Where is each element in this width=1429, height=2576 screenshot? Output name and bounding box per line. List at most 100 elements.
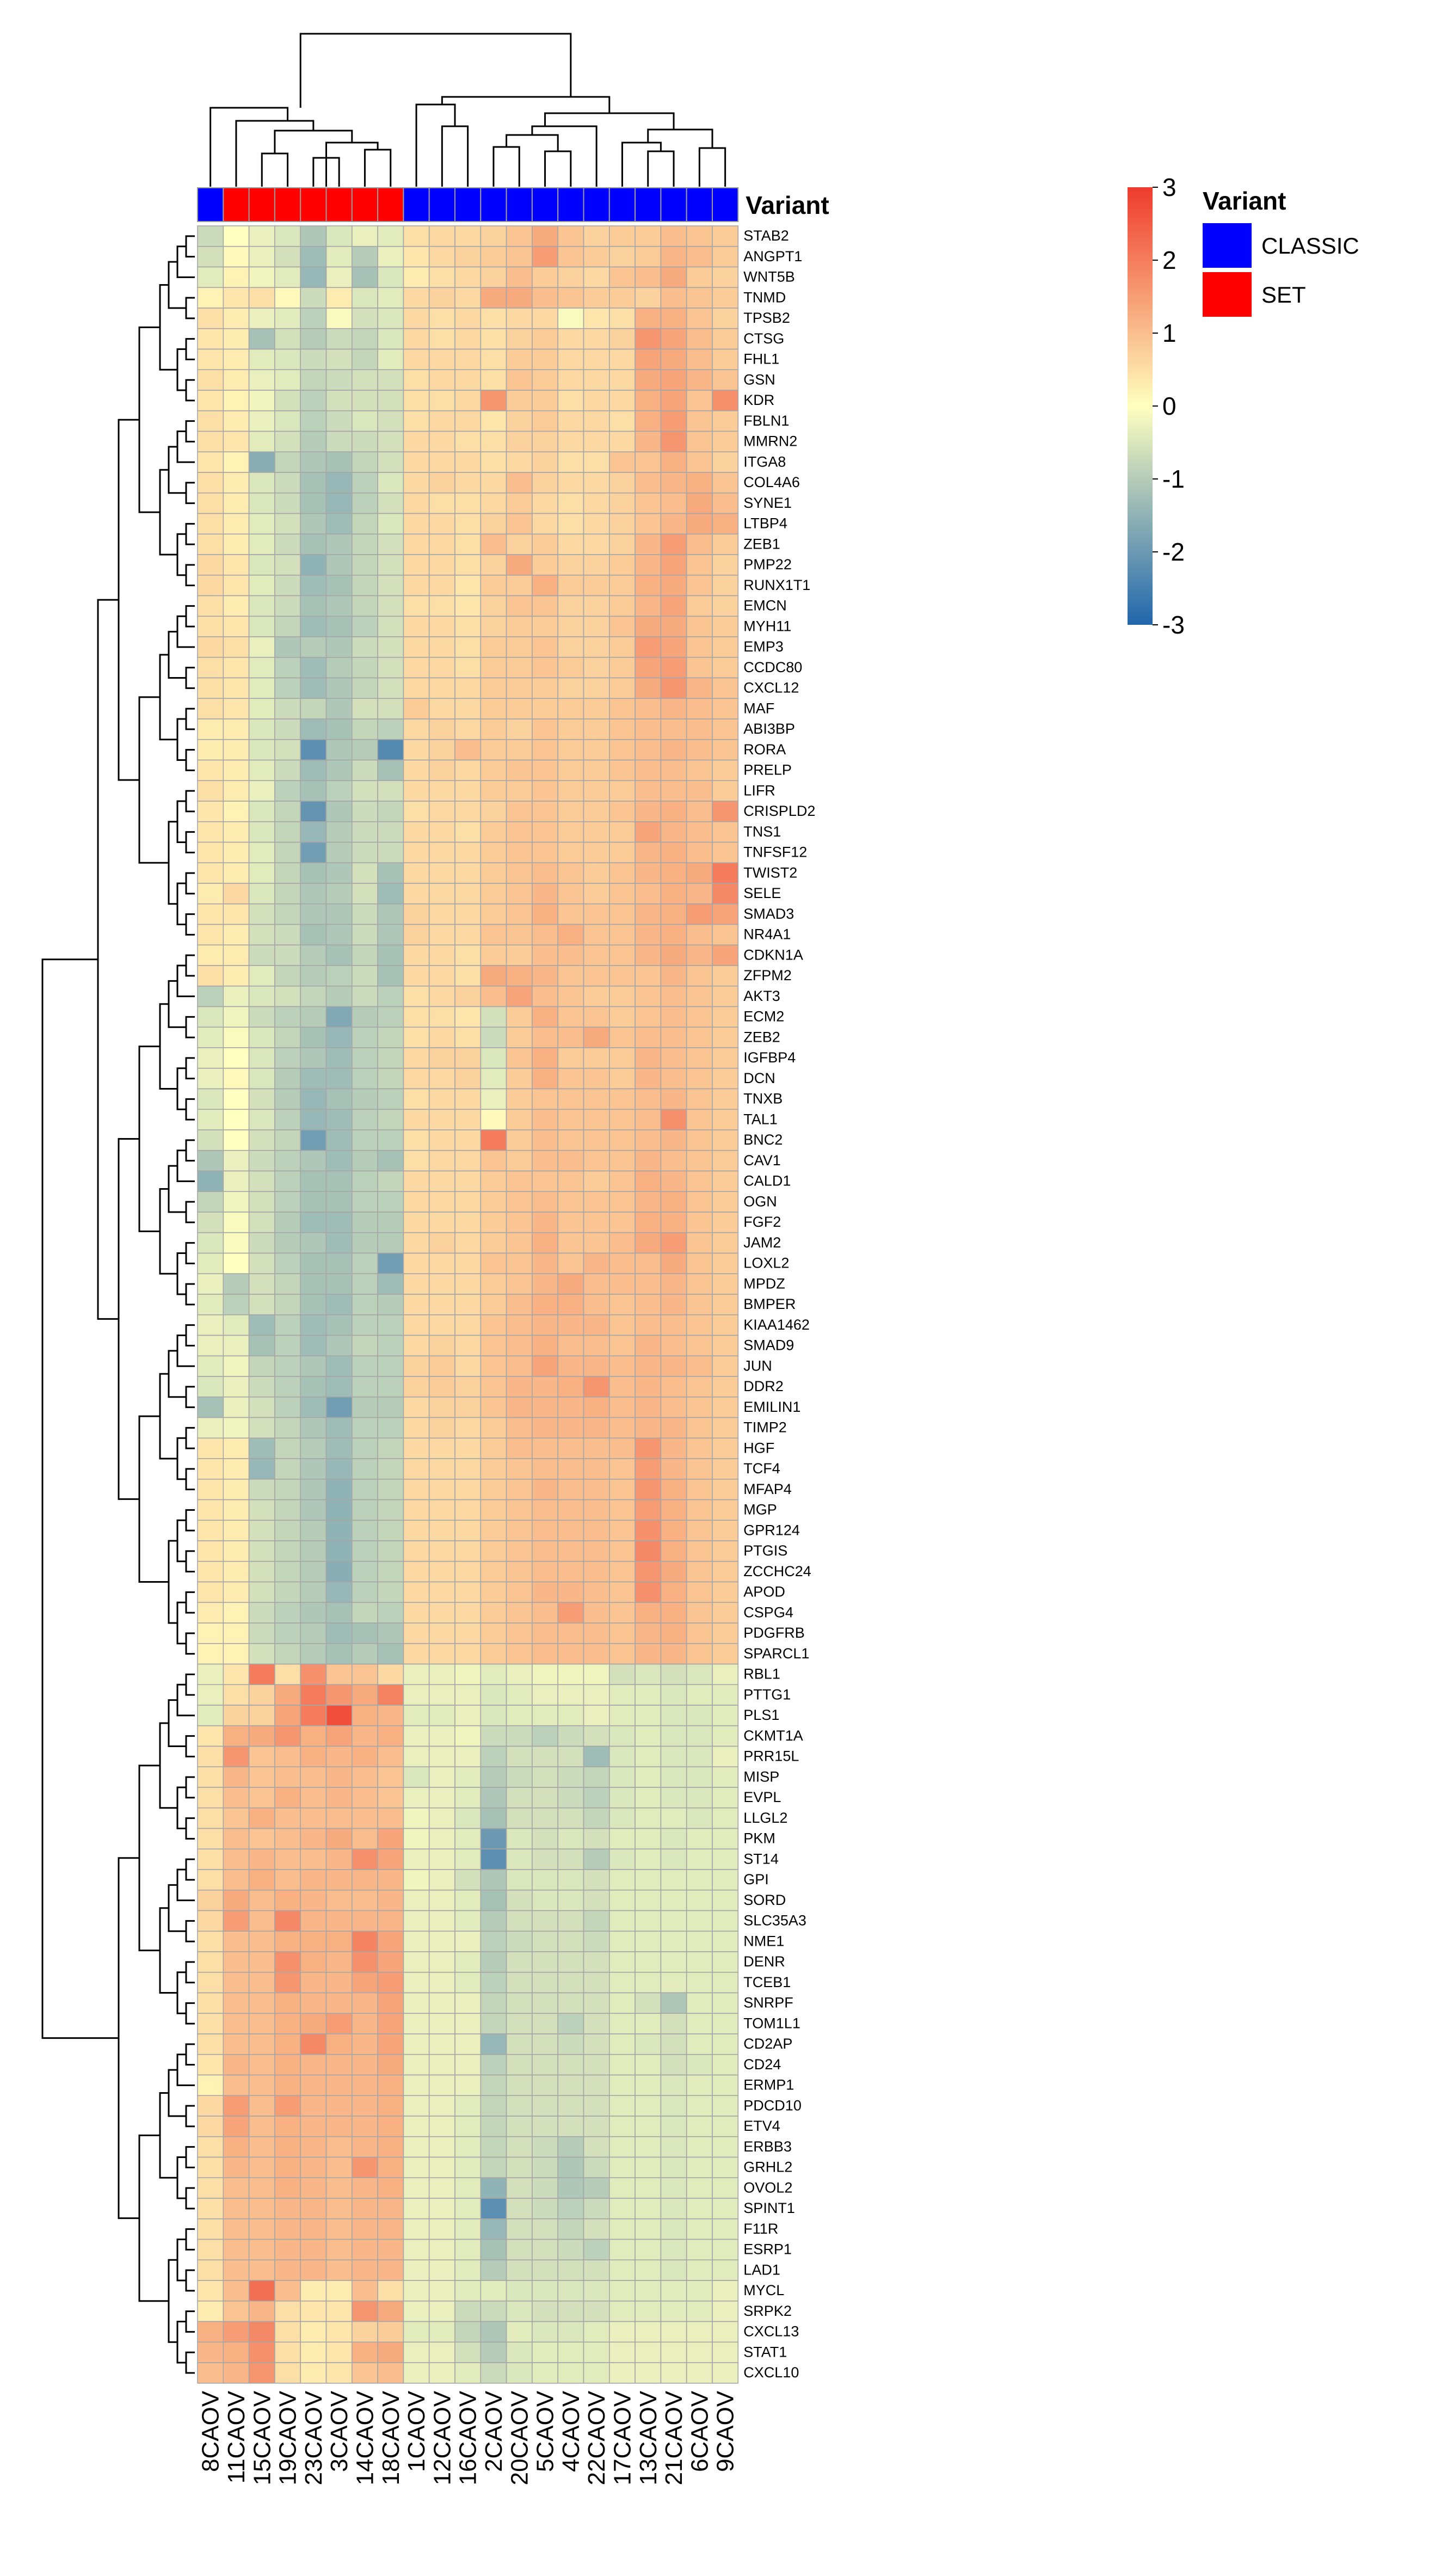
heatmap-cell: [480, 985, 507, 1007]
heatmap-cell: [609, 1026, 636, 1048]
heatmap-cell: [583, 656, 610, 679]
heatmap-cell: [454, 1992, 482, 2014]
heatmap-cell: [403, 2074, 430, 2097]
heatmap-cell: [428, 1643, 455, 1665]
heatmap-cell: [403, 718, 430, 740]
heatmap-cell: [712, 348, 739, 371]
heatmap-cell: [223, 677, 250, 699]
heatmap-cell: [660, 2218, 687, 2240]
heatmap-cell: [377, 1232, 404, 1254]
heatmap-cell: [248, 1088, 275, 1110]
heatmap-cell: [532, 2013, 559, 2034]
heatmap-cell: [454, 308, 482, 329]
heatmap-cell: [660, 245, 687, 268]
gene-label: MFAP4: [743, 1481, 792, 1497]
sample-label: 1CAOV: [403, 2390, 430, 2472]
heatmap-cell: [660, 2362, 687, 2384]
heatmap-cell: [248, 1622, 275, 1644]
heatmap-cell: [300, 759, 327, 782]
heatmap-cell: [506, 1232, 533, 1254]
heatmap-cell: [403, 1006, 430, 1028]
heatmap-cell: [686, 2013, 713, 2034]
heatmap-cell: [686, 718, 713, 740]
heatmap-cell: [583, 1766, 610, 1788]
heatmap-cell: [609, 1889, 636, 1911]
heatmap-cell: [454, 883, 482, 905]
heatmap-cell: [712, 944, 739, 966]
heatmap-cell: [609, 718, 636, 740]
heatmap-cell: [454, 1643, 482, 1665]
heatmap-cell: [583, 841, 610, 864]
heatmap-cell: [454, 2074, 482, 2097]
sample-label: 5CAOV: [532, 2390, 559, 2472]
heatmap-cell: [583, 308, 610, 329]
heatmap-cell: [325, 1437, 353, 1459]
heatmap-cell: [712, 266, 739, 288]
heatmap-cell: [506, 2218, 533, 2240]
heatmap-cell: [351, 574, 378, 597]
heatmap-cell: [532, 266, 559, 288]
heatmap-cell: [532, 1848, 559, 1870]
heatmap-cell: [480, 1992, 507, 2014]
heatmap-cell: [351, 472, 378, 494]
heatmap-cell: [377, 513, 404, 535]
heatmap-cell: [428, 636, 455, 658]
heatmap-cell: [583, 944, 610, 966]
gene-label: FHL1: [743, 351, 779, 367]
heatmap-cell: [428, 410, 455, 432]
heatmap-cell: [454, 1006, 482, 1028]
heatmap-cell: [403, 2239, 430, 2261]
heatmap-cell: [428, 492, 455, 514]
heatmap-cell: [300, 513, 327, 535]
heatmap-cell: [506, 821, 533, 843]
heatmap-cell: [712, 862, 739, 884]
heatmap-cell: [300, 369, 327, 391]
heatmap-cell: [583, 2074, 610, 2097]
heatmap-cell: [506, 1314, 533, 1336]
heatmap-cell: [660, 2095, 687, 2117]
heatmap-cell: [377, 1478, 404, 1501]
heatmap-cell: [660, 1766, 687, 1788]
heatmap-cell: [686, 1951, 713, 1973]
heatmap-cell: [351, 1560, 378, 1583]
heatmap-cell: [480, 1869, 507, 1891]
heatmap-cell: [377, 1088, 404, 1110]
heatmap-cell: [609, 2095, 636, 2117]
heatmap-cell: [686, 2280, 713, 2302]
heatmap-cell: [248, 472, 275, 494]
heatmap-cell: [454, 965, 482, 987]
heatmap-cell: [377, 1643, 404, 1665]
heatmap-cell: [635, 924, 662, 946]
gene-label: SRPK2: [743, 2303, 792, 2319]
heatmap-cell: [506, 328, 533, 350]
heatmap-cell: [609, 1109, 636, 1130]
heatmap-cell: [609, 308, 636, 329]
heatmap-cell: [712, 2362, 739, 2384]
heatmap-cell: [660, 903, 687, 925]
heatmap-cell: [660, 1663, 687, 1686]
heatmap-cell: [557, 1335, 584, 1357]
heatmap-cell: [248, 2300, 275, 2322]
heatmap-cell: [377, 1684, 404, 1706]
heatmap-cell: [248, 1602, 275, 1624]
heatmap-cell: [248, 1252, 275, 1275]
heatmap-cell: [274, 1437, 301, 1459]
heatmap-cell: [428, 1335, 455, 1357]
heatmap-cell: [274, 1602, 301, 1624]
heatmap-cell: [583, 1869, 610, 1891]
heatmap-cell: [454, 985, 482, 1007]
heatmap-cell: [197, 2013, 224, 2034]
gene-label: GPI: [743, 1871, 769, 1888]
heatmap-cell: [635, 1643, 662, 1665]
heatmap-cell: [274, 1684, 301, 1706]
heatmap-cell: [480, 1437, 507, 1459]
heatmap-cell: [660, 1458, 687, 1480]
heatmap-cell: [480, 328, 507, 350]
heatmap-cell: [660, 821, 687, 843]
heatmap-cell: [325, 1951, 353, 1973]
heatmap-cell: [532, 1499, 559, 1521]
heatmap-cell: [583, 1540, 610, 1562]
heatmap-cell: [325, 616, 353, 637]
heatmap-cell: [403, 595, 430, 617]
